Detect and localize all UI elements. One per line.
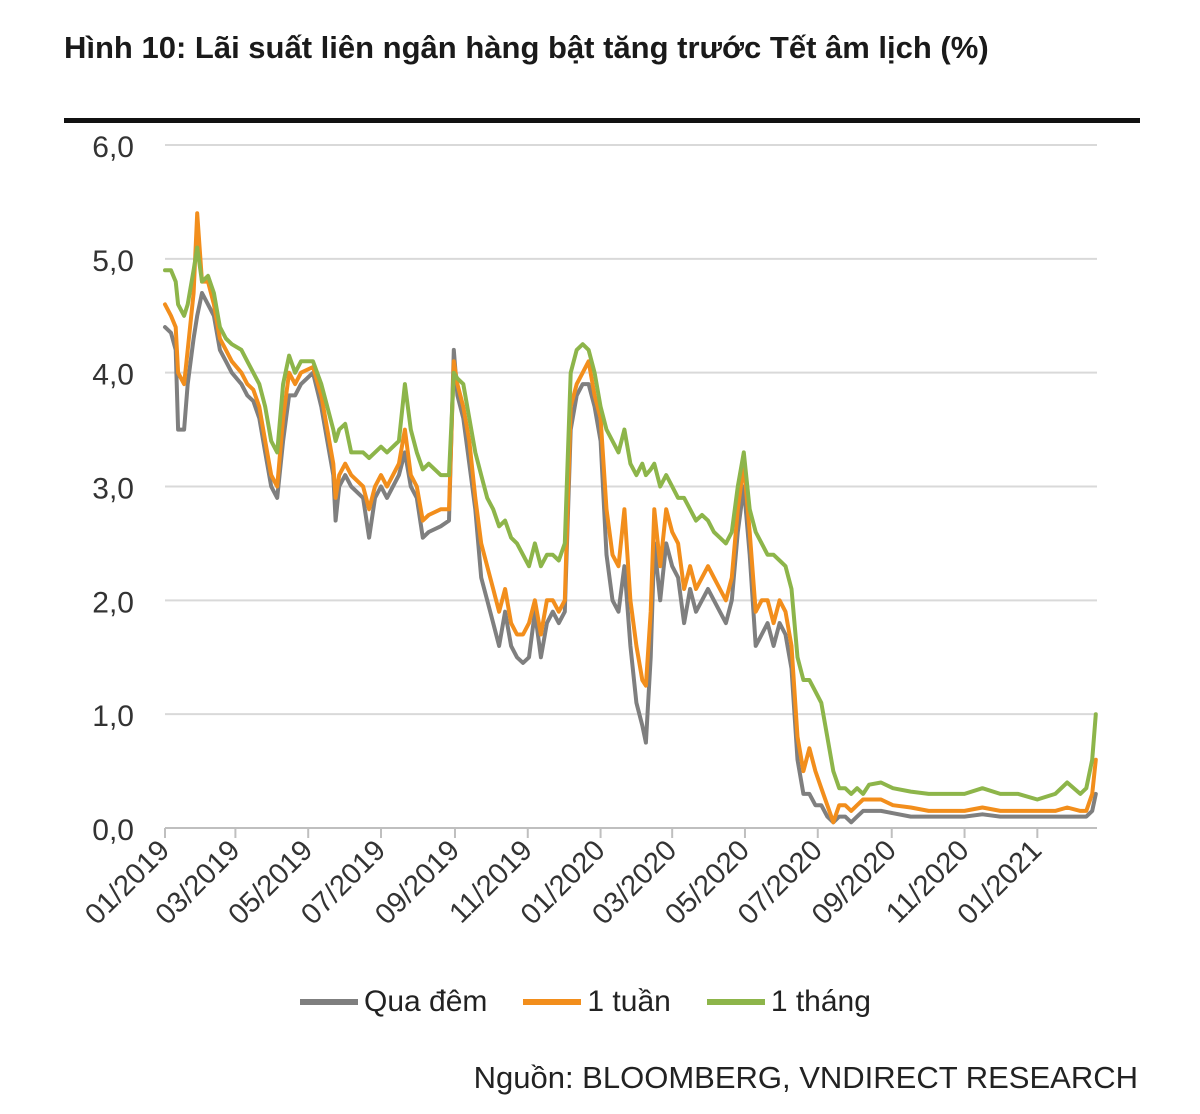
- series-lines: [163, 211, 1098, 825]
- y-tick-label: 2,0: [92, 586, 134, 619]
- legend-swatch-1-tuan: [523, 999, 582, 1005]
- legend-label-1-tuan: 1 tuần: [587, 985, 671, 1018]
- legend-swatch-1-thang: [706, 999, 765, 1005]
- source-note: Nguồn: BLOOMBERG, VNDIRECT RESEARCH: [473, 1060, 1138, 1095]
- chart-title: Hình 10: Lãi suất liên ngân hàng bật tăn…: [64, 30, 989, 65]
- legend-label-1-thang: 1 tháng: [770, 985, 871, 1018]
- line-chart: 0,0 1,0 2,0 3,0 4,0 5,0 6,0 01/201903/201905/2…: [79, 131, 1098, 931]
- y-tick-label: 4,0: [92, 359, 134, 392]
- x-axis: 01/201903/201905/201907/201909/201911/20…: [79, 827, 1097, 931]
- y-tick-label: 1,0: [92, 700, 134, 733]
- legend-item-qua-dem: Qua đêm: [300, 985, 487, 1019]
- series-line-1: [163, 211, 1098, 825]
- legend-swatch-qua-dem: [300, 999, 358, 1005]
- legend-item-1-tuan: 1 tuần: [523, 985, 671, 1019]
- y-tick-label: 5,0: [92, 245, 134, 278]
- legend-item-1-thang: 1 tháng: [706, 985, 871, 1019]
- grid-lines: [165, 144, 1097, 716]
- legend-label-qua-dem: Qua đêm: [364, 985, 488, 1018]
- legend: Qua đêm 1 tuần 1 tháng: [300, 982, 907, 1022]
- title-rule: [64, 118, 1140, 123]
- y-axis: 0,0 1,0 2,0 3,0 4,0 5,0 6,0: [92, 131, 134, 847]
- y-tick-label: 0,0: [92, 814, 134, 847]
- series-line-2: [163, 245, 1098, 802]
- y-tick-label: 3,0: [92, 473, 134, 506]
- y-tick-label: 6,0: [92, 131, 134, 164]
